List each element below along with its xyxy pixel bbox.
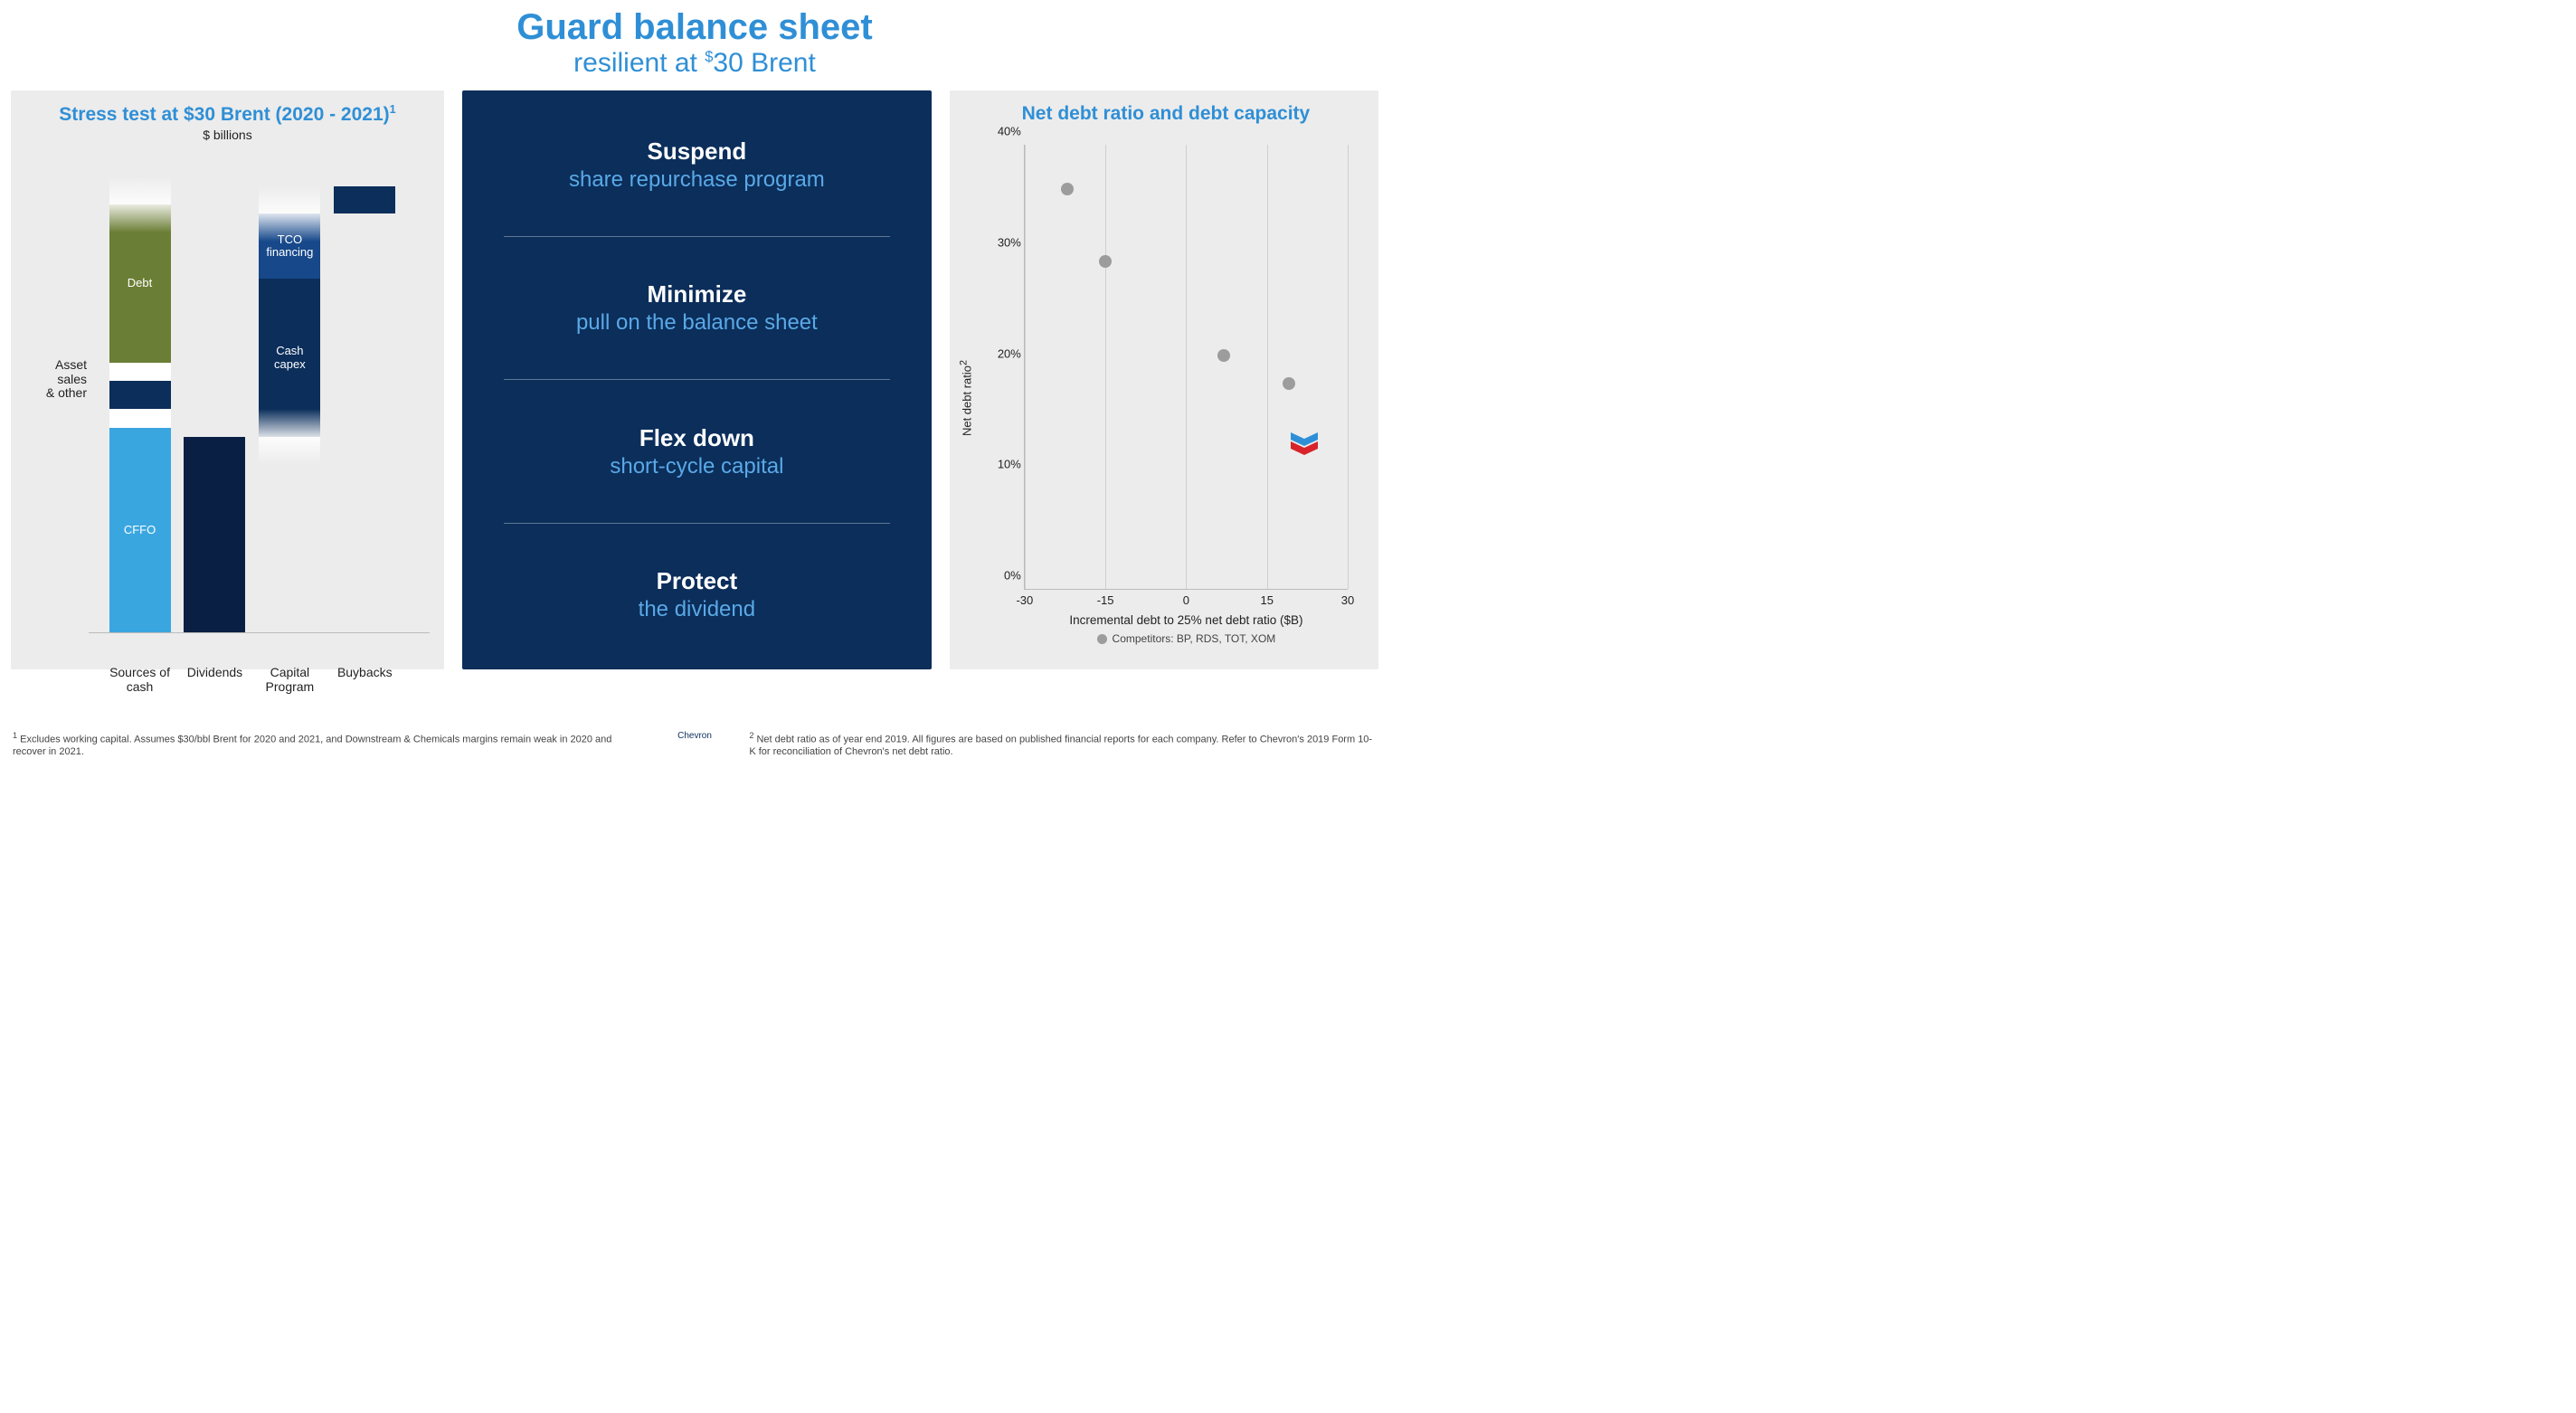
action-divider bbox=[504, 236, 890, 237]
bar-segment bbox=[184, 437, 245, 632]
stress-test-panel: Stress test at $30 Brent (2020 - 2021)1 … bbox=[11, 90, 444, 669]
action-head: Flex down bbox=[495, 424, 899, 452]
action-body: pull on the balance sheet bbox=[495, 310, 899, 336]
scatter-ytick: 40% bbox=[985, 125, 1021, 138]
bar-segment bbox=[109, 381, 171, 409]
action-body: share repurchase program bbox=[495, 167, 899, 193]
action-head: Minimize bbox=[495, 280, 899, 308]
action-head: Suspend bbox=[495, 138, 899, 166]
footnote-center: Chevron bbox=[677, 731, 712, 741]
footnote-right-text: Net debt ratio as of year end 2019. All … bbox=[749, 735, 1372, 757]
action-head: Protect bbox=[495, 567, 899, 595]
bar-segment bbox=[334, 186, 395, 214]
scatter-xtick: 15 bbox=[1260, 593, 1273, 607]
footnote-right: 2 Net debt ratio as of year end 2019. Al… bbox=[749, 731, 1377, 758]
scatter-xtick: 0 bbox=[1183, 593, 1189, 607]
slide-subtitle: resilient at $30 Brent bbox=[0, 47, 1389, 80]
stress-test-title-sup: 1 bbox=[390, 103, 396, 116]
action-item: Suspendshare repurchase program bbox=[495, 121, 899, 209]
bar-chart-plot: Sources ofcashDividendsCapitalProgramBuy… bbox=[89, 167, 430, 633]
scatter-ytick: 0% bbox=[985, 569, 1021, 583]
subtitle-value: 30 Brent bbox=[713, 48, 815, 78]
scatter-ylabel-text: Net debt ratio bbox=[961, 365, 974, 436]
scatter-gridline bbox=[1105, 145, 1106, 589]
bar-chart: Asset sales& other Sources ofcashDividen… bbox=[25, 167, 430, 660]
scatter-ylabel: Net debt ratio2 bbox=[958, 360, 973, 436]
scatter-legend-text: Competitors: BP, RDS, TOT, XOM bbox=[1113, 632, 1276, 645]
bar-blur-top bbox=[109, 176, 171, 232]
scatter-xtick: -15 bbox=[1097, 593, 1114, 607]
scatter-ylabel-sup: 2 bbox=[958, 360, 969, 365]
scatter-plot-area: Incremental debt to 25% net debt ratio (… bbox=[1024, 145, 1348, 590]
scatter-gridline bbox=[1267, 145, 1268, 589]
bar-xlabel: Sources ofcash bbox=[99, 665, 181, 694]
action-body: the dividend bbox=[495, 597, 899, 622]
debt-ratio-panel: Net debt ratio and debt capacity Net deb… bbox=[950, 90, 1378, 669]
scatter-point bbox=[1283, 377, 1295, 390]
scatter-xlabel: Incremental debt to 25% net debt ratio (… bbox=[1025, 613, 1348, 627]
bar-segment: CFFO bbox=[109, 428, 171, 632]
scatter-point bbox=[1217, 349, 1230, 362]
action-item: Protectthe dividend bbox=[495, 551, 899, 639]
scatter-xtick: -30 bbox=[1016, 593, 1033, 607]
bar: CashcapexTCOfinancing bbox=[259, 167, 320, 632]
bar-chart-sidelabel: Asset sales& other bbox=[25, 358, 87, 400]
stress-test-subtitle: $ billions bbox=[25, 128, 430, 142]
bar-blur-bottom bbox=[259, 409, 320, 465]
scatter-gridline bbox=[1025, 145, 1026, 589]
bar bbox=[334, 167, 395, 632]
legend-dot-icon bbox=[1097, 634, 1107, 644]
action-item: Minimizepull on the balance sheet bbox=[495, 264, 899, 352]
scatter-ytick: 10% bbox=[985, 458, 1021, 471]
action-body: short-cycle capital bbox=[495, 454, 899, 479]
bar-segment bbox=[109, 363, 171, 382]
scatter-point bbox=[1099, 255, 1112, 268]
scatter-xtick: 30 bbox=[1341, 593, 1354, 607]
bar-segment bbox=[109, 409, 171, 428]
scatter-gridline bbox=[1348, 145, 1349, 589]
scatter-legend: Competitors: BP, RDS, TOT, XOM bbox=[1025, 632, 1348, 645]
bar-xlabel: CapitalProgram bbox=[249, 665, 330, 694]
debt-ratio-title: Net debt ratio and debt capacity bbox=[968, 103, 1364, 125]
bar bbox=[184, 167, 245, 632]
slide-title: Guard balance sheet bbox=[0, 7, 1389, 47]
stress-test-title: Stress test at $30 Brent (2020 - 2021)1 bbox=[25, 103, 430, 126]
bar-blur-top bbox=[259, 186, 320, 242]
subtitle-prefix: resilient at bbox=[573, 48, 705, 78]
action-item: Flex downshort-cycle capital bbox=[495, 408, 899, 496]
bar-xlabel: Dividends bbox=[174, 665, 255, 679]
scatter-chart: Net debt ratio2 Incremental debt to 25% … bbox=[968, 136, 1364, 660]
action-divider bbox=[504, 523, 890, 524]
actions-panel: Suspendshare repurchase program Minimizep… bbox=[462, 90, 932, 669]
footnote-left: 1 Excludes working capital. Assumes $30/… bbox=[13, 731, 640, 758]
stress-test-title-text: Stress test at $30 Brent (2020 - 2021) bbox=[59, 104, 389, 125]
chevron-logo-icon bbox=[1291, 432, 1318, 456]
bar-xlabel: Buybacks bbox=[324, 665, 405, 679]
bar-chart-sidelabel-col: Asset sales& other bbox=[25, 167, 89, 660]
action-divider bbox=[504, 379, 890, 380]
slide-header: Guard balance sheet resilient at $30 Bre… bbox=[0, 0, 1389, 90]
footnote-left-text: Excludes working capital. Assumes $30/bb… bbox=[13, 735, 611, 757]
scatter-point bbox=[1061, 183, 1074, 195]
bar: CFFODebt bbox=[109, 167, 171, 632]
scatter-gridline bbox=[1186, 145, 1187, 589]
scatter-ytick: 20% bbox=[985, 346, 1021, 360]
panels-row: Stress test at $30 Brent (2020 - 2021)1 … bbox=[0, 90, 1389, 669]
footnotes: 1 Excludes working capital. Assumes $30/… bbox=[13, 731, 1377, 758]
scatter-ytick: 30% bbox=[985, 235, 1021, 249]
